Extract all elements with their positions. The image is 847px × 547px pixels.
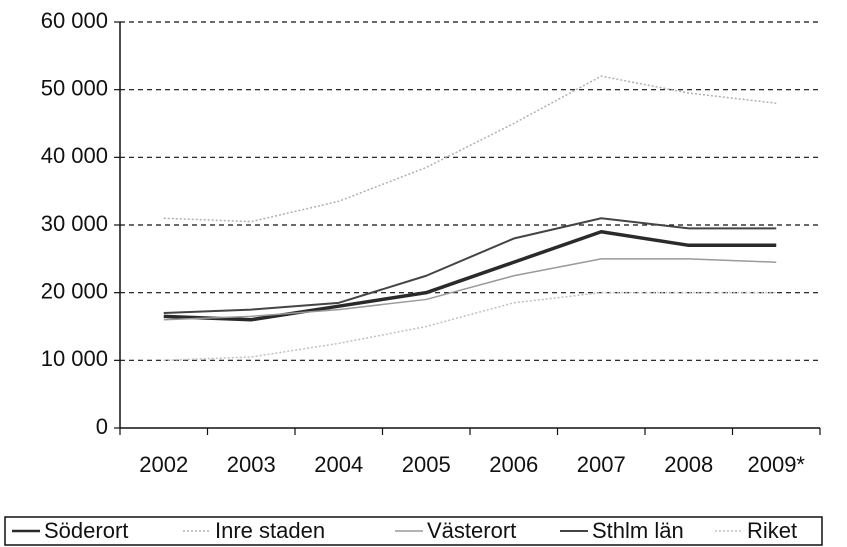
line-series [163, 258, 777, 321]
x-tick-label: 2006 [489, 452, 538, 477]
y-tick-label: 60 000 [41, 8, 108, 33]
y-tick-label: 40 000 [41, 143, 108, 168]
legend-label: Sthlm län [592, 518, 684, 543]
x-tick-label: 2003 [227, 452, 276, 477]
line-series [163, 217, 777, 314]
x-tick-label: 2007 [577, 452, 626, 477]
x-tick-label: 2002 [139, 452, 188, 477]
line-series [163, 291, 777, 362]
y-tick-label: 30 000 [41, 211, 108, 236]
x-tick-label: 2005 [402, 452, 451, 477]
line-series [163, 230, 777, 322]
legend-label: Västerort [427, 518, 516, 543]
line-series [163, 75, 777, 223]
x-tick-label: 2009* [747, 452, 805, 477]
legend-label: Riket [747, 518, 797, 543]
x-tick-label: 2008 [664, 452, 713, 477]
y-tick-label: 0 [96, 414, 108, 439]
y-tick-label: 50 000 [41, 75, 108, 100]
legend-box [4, 516, 823, 546]
y-tick-label: 10 000 [41, 346, 108, 371]
y-tick-label: 20 000 [41, 278, 108, 303]
x-tick-label: 2004 [314, 452, 363, 477]
legend-label: Inre staden [215, 518, 325, 543]
legend-label: Söderort [44, 518, 128, 543]
